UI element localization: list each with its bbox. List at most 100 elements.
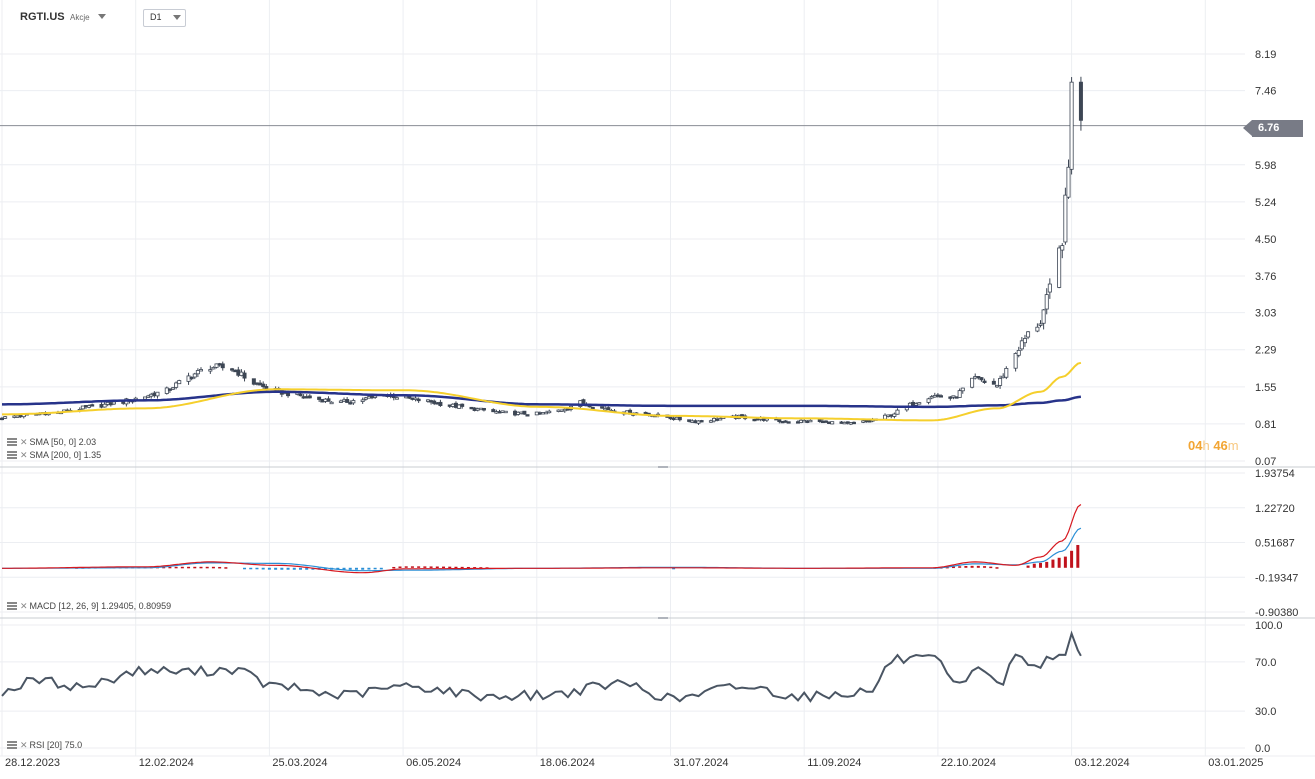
chevron-down-icon	[173, 15, 181, 20]
time-axis-label: 12.02.2024	[139, 757, 194, 769]
candle-body	[192, 373, 197, 378]
candle-body	[211, 367, 216, 370]
candle-body	[491, 409, 496, 413]
candle-body	[261, 383, 266, 388]
macd-signal-line	[2, 527, 1082, 572]
candle-body	[167, 388, 172, 391]
candle-body	[1013, 353, 1018, 369]
candle-body	[926, 398, 931, 403]
candle-body	[1063, 194, 1068, 243]
close-icon[interactable]: ✕	[20, 437, 28, 447]
macd-histogram-bar	[379, 567, 383, 570]
chart-toolbar: RGTI.US Akcje D1	[0, 0, 400, 34]
candle-body	[1004, 368, 1009, 378]
legend-sma50-label: SMA [50, 0] 2.03	[29, 437, 97, 447]
macd-histogram-bar	[174, 566, 178, 569]
macd-panel[interactable]: 1.93754 1.22720 0.51687 -0.19347 -0.90380	[2, 468, 1298, 619]
rsi-panel[interactable]: 100.0 70.0 30.0 0.0	[1, 620, 1283, 755]
candle-body	[786, 421, 791, 424]
menu-icon[interactable]	[7, 602, 17, 610]
candle-body	[230, 368, 235, 371]
menu-icon[interactable]	[7, 741, 17, 749]
countdown-hours-unit: h	[1202, 438, 1210, 453]
macd-histogram-bar	[958, 566, 962, 568]
menu-icon[interactable]	[7, 451, 17, 459]
macd-histogram-bar	[292, 567, 296, 570]
candle-body	[699, 420, 704, 423]
macd-histogram-bar	[1063, 556, 1067, 568]
axis-tick-label: 8.19	[1255, 49, 1276, 61]
axis-tick-label: 4.50	[1255, 234, 1276, 246]
symbol-dropdown-icon[interactable]	[98, 14, 106, 19]
candle-body	[892, 413, 897, 417]
separator-handle[interactable]	[658, 617, 668, 619]
candle-body	[1069, 81, 1074, 170]
axis-tick-label: 1.22720	[1255, 503, 1295, 515]
candle-body	[939, 395, 944, 398]
macd-histogram-bar	[995, 567, 999, 569]
candle-body	[317, 396, 322, 400]
macd-histogram-bar	[243, 567, 247, 570]
timeframe-value: D1	[150, 12, 162, 22]
legend-rsi[interactable]: ✕ RSI [20] 75.0	[7, 740, 82, 751]
candle-body	[1019, 340, 1024, 350]
price-panel[interactable]: 8.19 7.46 5.98 5.24 4.50 3.76 3.03 2.29 1.55 0.81…	[0, 49, 1276, 468]
macd-histogram-bar	[983, 566, 987, 568]
time-axis-label: 28.12.2023	[5, 757, 60, 769]
macd-histogram-bar	[442, 566, 446, 569]
axis-tick-label: 2.29	[1255, 345, 1276, 357]
macd-histogram-bar	[398, 566, 402, 568]
macd-histogram-bar	[180, 566, 184, 569]
macd-histogram-bar	[466, 566, 470, 569]
candle-body	[544, 411, 549, 415]
macd-histogram-bar	[417, 566, 421, 568]
candle-body	[1057, 247, 1062, 288]
macd-histogram-bar	[410, 566, 414, 568]
candle-body	[600, 406, 605, 409]
candle-body	[994, 384, 999, 388]
axis-tick-label: -0.90380	[1255, 607, 1298, 619]
candle-body	[1044, 294, 1049, 310]
timeframe-select[interactable]: D1	[143, 9, 186, 27]
separator-handle[interactable]	[658, 466, 668, 468]
axis-tick-label: 5.24	[1255, 197, 1276, 209]
candle-body	[998, 378, 1003, 386]
candle-body	[982, 380, 987, 383]
candle-body	[208, 369, 213, 372]
current-price-tag: 6.76	[1243, 120, 1303, 137]
close-icon[interactable]: ✕	[20, 450, 28, 460]
candle-body	[195, 370, 200, 375]
candle-body	[298, 393, 303, 397]
macd-histogram-bar	[392, 566, 396, 569]
candle-body	[198, 369, 203, 372]
macd-histogram	[75, 544, 1080, 570]
macd-histogram-bar	[348, 567, 352, 570]
legend-sma50[interactable]: ✕ SMA [50, 0] 2.03	[7, 437, 96, 448]
macd-histogram-bar	[423, 566, 427, 568]
legend-macd[interactable]: ✕ MACD [12, 26, 9] 1.29405, 0.80959	[7, 601, 171, 612]
macd-histogram-bar	[454, 566, 458, 569]
close-icon[interactable]: ✕	[20, 601, 28, 611]
symbol-name[interactable]: RGTI.US	[20, 11, 65, 23]
candle-body	[481, 408, 486, 411]
macd-histogram-bar	[460, 566, 464, 569]
candle-body	[416, 398, 421, 402]
menu-icon[interactable]	[7, 438, 17, 446]
macd-axis-ticks: 1.93754 1.22720 0.51687 -0.19347 -0.90380	[1255, 468, 1298, 619]
axis-tick-label: 1.55	[1255, 382, 1276, 394]
candle-body	[111, 401, 116, 405]
candle-body	[345, 399, 350, 403]
macd-histogram-bar	[945, 566, 949, 569]
candle-body	[960, 387, 965, 392]
candle-body	[1026, 331, 1031, 338]
macd-histogram-bar	[1032, 563, 1036, 568]
candle-body	[979, 377, 984, 381]
macd-histogram-bar	[199, 566, 203, 569]
macd-histogram-bar	[964, 565, 968, 568]
time-axis-label: 03.12.2024	[1075, 757, 1130, 769]
candle-body	[360, 399, 365, 402]
legend-sma200[interactable]: ✕ SMA [200, 0] 1.35	[7, 450, 101, 461]
close-icon[interactable]: ✕	[20, 740, 28, 750]
candlesticks	[0, 76, 1083, 426]
